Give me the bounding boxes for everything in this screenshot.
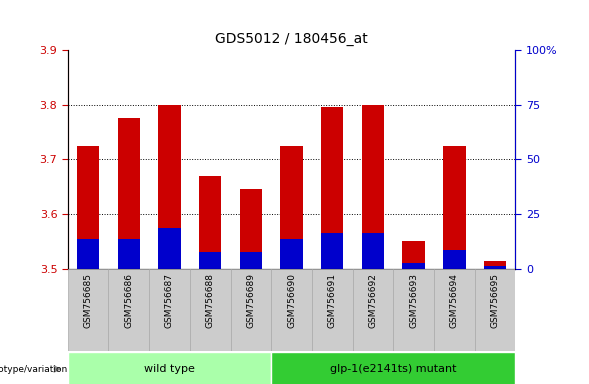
Text: GSM756692: GSM756692 bbox=[369, 273, 378, 328]
Bar bbox=[402, 242, 425, 269]
Bar bbox=[118, 118, 140, 269]
Bar bbox=[321, 233, 343, 269]
Text: GSM756693: GSM756693 bbox=[409, 273, 418, 328]
Bar bbox=[353, 269, 393, 351]
Text: wild type: wild type bbox=[144, 364, 195, 374]
Bar bbox=[443, 250, 465, 269]
Bar bbox=[321, 108, 343, 269]
Text: GSM756691: GSM756691 bbox=[327, 273, 337, 328]
Bar bbox=[362, 233, 384, 269]
Text: GSM756695: GSM756695 bbox=[491, 273, 499, 328]
Bar bbox=[402, 263, 425, 269]
Bar bbox=[199, 252, 221, 269]
Bar bbox=[280, 146, 303, 269]
Bar bbox=[190, 269, 230, 351]
Bar bbox=[362, 105, 384, 269]
Text: GSM756685: GSM756685 bbox=[84, 273, 92, 328]
Text: GSM756687: GSM756687 bbox=[165, 273, 174, 328]
Bar bbox=[149, 269, 190, 351]
Bar bbox=[443, 146, 465, 269]
Bar bbox=[158, 228, 181, 269]
Bar bbox=[475, 269, 515, 351]
Bar bbox=[230, 269, 271, 351]
Text: GSM756690: GSM756690 bbox=[287, 273, 296, 328]
Text: GSM756688: GSM756688 bbox=[206, 273, 214, 328]
Bar bbox=[77, 239, 100, 269]
Bar bbox=[158, 105, 181, 269]
Bar bbox=[77, 146, 100, 269]
Bar bbox=[280, 239, 303, 269]
Bar bbox=[240, 252, 262, 269]
Bar bbox=[484, 261, 506, 269]
Text: GSM756689: GSM756689 bbox=[246, 273, 256, 328]
Bar bbox=[68, 269, 108, 351]
Bar bbox=[68, 352, 271, 384]
Bar bbox=[271, 269, 312, 351]
Bar bbox=[434, 269, 475, 351]
Bar bbox=[484, 266, 506, 269]
Text: GSM756686: GSM756686 bbox=[124, 273, 133, 328]
Bar bbox=[312, 269, 353, 351]
Bar bbox=[108, 269, 149, 351]
Text: glp-1(e2141ts) mutant: glp-1(e2141ts) mutant bbox=[330, 364, 456, 374]
Title: GDS5012 / 180456_at: GDS5012 / 180456_at bbox=[215, 32, 368, 46]
Bar bbox=[240, 189, 262, 269]
Bar bbox=[118, 239, 140, 269]
Text: GSM756694: GSM756694 bbox=[450, 273, 459, 328]
Bar bbox=[271, 352, 515, 384]
Bar bbox=[393, 269, 434, 351]
Bar bbox=[199, 176, 221, 269]
Text: genotype/variation: genotype/variation bbox=[0, 364, 68, 374]
